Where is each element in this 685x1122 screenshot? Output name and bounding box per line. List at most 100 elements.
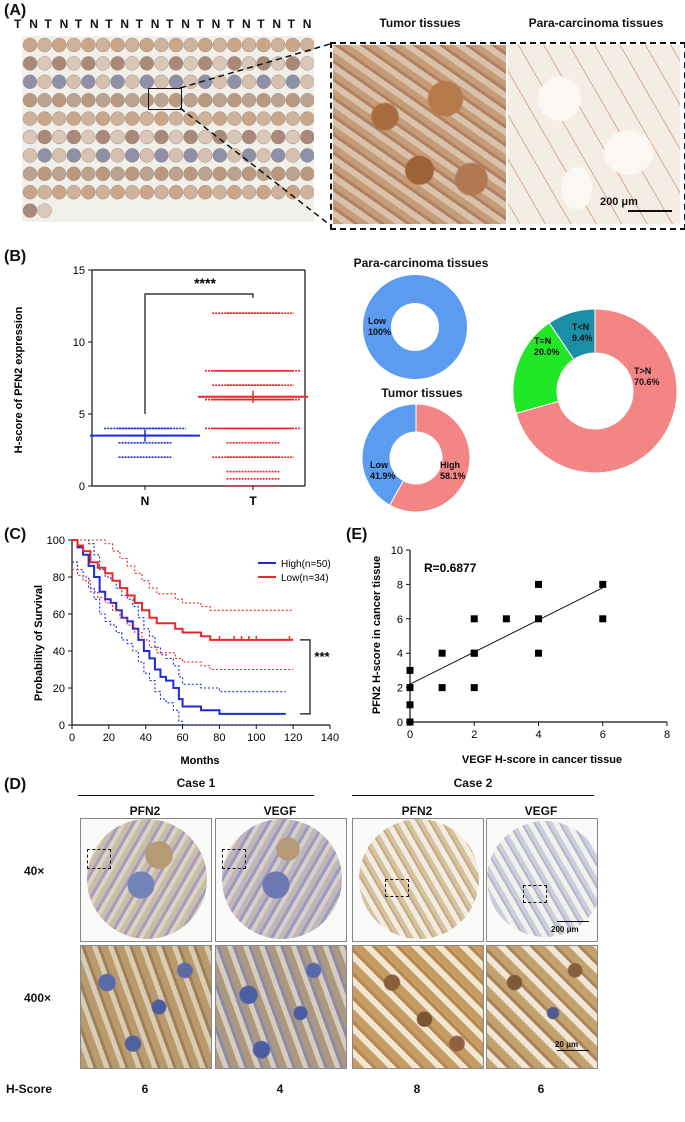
e-data-point [599,580,607,588]
tma-core [285,166,300,182]
e-ytick-label: 10 [391,545,403,557]
tma-core [241,74,257,89]
tma-core [95,92,111,108]
case2-title: Case 2 [453,776,493,790]
tma-core [271,166,286,182]
tma-core [52,129,67,145]
tma-core [285,74,300,89]
e-data-point [406,701,414,709]
e-fit-line [409,587,603,685]
e-xtick-label: 4 [535,729,541,741]
row-400x: 400× [24,991,52,1005]
c-significance: *** [314,649,330,664]
tma-core [124,184,140,200]
c-xtick-label: 0 [69,732,75,744]
tma-core [271,92,286,108]
tma-core [212,92,228,108]
tma-core [227,56,242,71]
tumor-high-pct: 58.1% [440,471,466,481]
d-400x-case2-pfn2 [352,945,484,1069]
tma-core [95,37,111,53]
correlation-scatter: PFN2 H-score in cancer tissue VEGF H-sco… [371,545,670,766]
e-data-point [470,684,478,692]
tma-core [52,184,67,200]
e-ytick-label: 0 [397,717,403,729]
tma-core [95,129,111,145]
e-data-point [535,649,542,657]
tma-core [110,148,125,163]
tma-core [124,129,140,145]
tma-core [110,74,125,89]
c-ci-lower [72,569,294,671]
tma-core [81,166,96,182]
e-data-point [406,718,414,726]
para-tissue-image [508,45,680,224]
para-low-text: Low [368,316,386,326]
tma-col-label: T [105,17,113,31]
tma-core [227,74,242,89]
tma-core [139,129,155,145]
tma-core [95,148,111,163]
c-sig-bracket [300,639,311,715]
tissue-microarray [22,36,315,222]
tma-core [52,166,67,182]
e-data-point [535,615,542,623]
tma-core [139,111,155,126]
tma-core [271,37,286,53]
c-ci-lower [72,561,286,726]
c-xtick-label: 80 [213,732,225,744]
d-400x-case1-vegf [215,945,347,1069]
e-xlabel: VEGF H-score in cancer tissue [462,754,622,766]
tma-core [285,37,300,53]
tma-col-label: N [181,17,190,31]
tma-core [81,74,96,89]
tma-core [81,111,96,126]
tma-core [168,56,184,71]
tma-core [81,129,96,145]
tma-core [66,74,81,89]
tma-core [271,74,286,89]
tma-core [22,166,38,182]
tma-col-label: N [120,17,130,31]
tma-core [271,148,286,163]
c-ytick-label: 100 [47,535,65,547]
tma-core [37,203,52,218]
tma-core [154,166,169,182]
tma-core [37,111,52,126]
tma-core [110,166,125,182]
tma-core [227,148,242,163]
tma-core [81,92,96,108]
tma-core [212,111,228,126]
e-ytick-label: 4 [397,648,403,660]
tma-core [139,184,155,200]
c-ytick-label: 20 [53,683,65,695]
tma-core [285,184,300,200]
tma-core [256,74,271,89]
tma-core [197,129,213,145]
tma-col-label: T [287,17,295,31]
e-data-point [470,649,478,657]
d-40x-case2-pfn2 [352,818,484,942]
tma-core [66,37,81,53]
tma-core [81,37,96,53]
tma-core [95,184,111,200]
tma-core [139,37,155,53]
tma-core [139,92,155,108]
tma-core [22,184,38,200]
e-r-value: R=0.6877 [424,561,477,575]
c-ytick-label: 60 [53,609,65,621]
c-survival-line [72,539,294,641]
e-xtick-label: 6 [600,729,606,741]
b-ylabel: H-score of PFN2 expression [13,306,25,453]
tma-core [22,203,38,218]
b-sig-bracket [144,293,254,414]
tma-core [37,129,52,145]
tma-core [124,111,140,126]
tumor-high-text: High [440,460,460,470]
c-xtick-label: 60 [176,732,188,744]
tma-core [285,56,300,71]
tma-col-label: N [59,17,69,31]
tma-core [197,166,213,182]
tma-core [197,37,213,53]
